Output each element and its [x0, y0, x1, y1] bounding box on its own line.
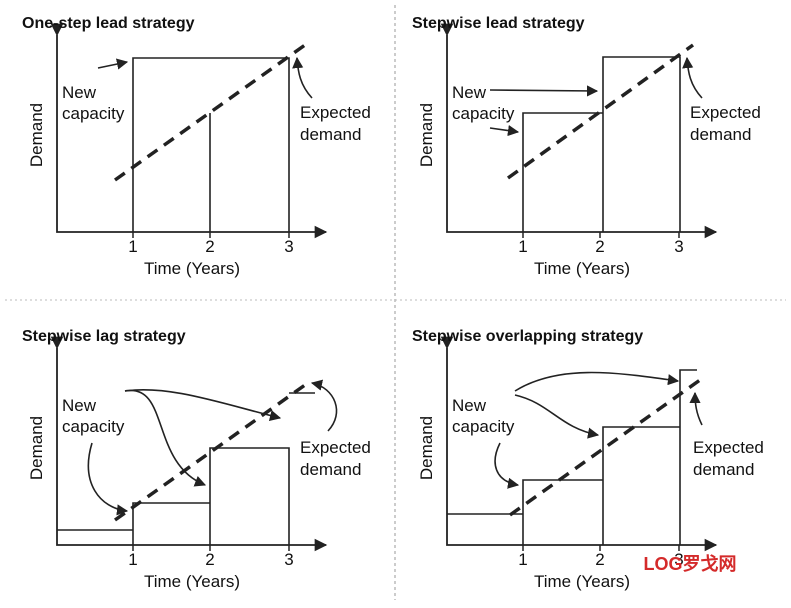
panel-title: Stepwise lead strategy	[412, 15, 585, 32]
expected-demand-label: Expected	[300, 438, 371, 457]
arrow	[489, 125, 520, 137]
tick-label: 2	[205, 550, 214, 569]
expected-demand-label: demand	[300, 125, 361, 144]
arrow	[124, 389, 282, 421]
tick-label: 3	[674, 550, 683, 569]
y-axis-label: Demand	[27, 416, 46, 480]
axis	[440, 336, 718, 552]
new-capacity-label: capacity	[62, 417, 125, 436]
new-capacity-label: New	[452, 396, 487, 415]
tick-label: 3	[284, 237, 293, 256]
panel: One-step lead strategy Demand Time (Years)…	[22, 15, 371, 278]
arrow	[514, 371, 680, 392]
new-capacity-label: capacity	[62, 104, 125, 123]
arrow	[689, 391, 703, 426]
tick-label: 2	[595, 237, 604, 256]
tick-label: 1	[128, 550, 137, 569]
x-axis-label: Time (Years)	[144, 572, 240, 591]
expected-demand-label: demand	[300, 460, 361, 479]
arrow	[310, 379, 338, 432]
x-axis-label: Time (Years)	[144, 259, 240, 278]
arrow	[87, 442, 129, 516]
new-capacity-label: capacity	[452, 104, 515, 123]
expected-demand-label: Expected	[300, 103, 371, 122]
y-axis-label: Demand	[27, 103, 46, 167]
axis	[50, 23, 328, 239]
arrow	[124, 389, 207, 487]
arrow	[489, 85, 599, 97]
watermark: LOG罗戈网	[644, 553, 737, 574]
panel-title: Stepwise lag strategy	[22, 328, 186, 345]
panel: Stepwise overlapping strategy Demand Time …	[412, 328, 764, 591]
tick-label: 1	[518, 237, 527, 256]
panel: Stepwise lag strategy Demand Time (Years) 1…	[22, 328, 371, 591]
tick-label: 1	[518, 550, 527, 569]
x-axis-label: Time (Years)	[534, 259, 630, 278]
tick-label: 2	[205, 237, 214, 256]
expected-demand-label: Expected	[693, 438, 764, 457]
arrow	[494, 442, 520, 489]
expected-demand-label: demand	[693, 460, 754, 479]
y-axis-label: Demand	[417, 103, 436, 167]
expected-demand-label: demand	[690, 125, 751, 144]
arrow	[292, 56, 313, 99]
arrow	[682, 56, 703, 99]
capacity	[522, 56, 681, 232]
new-capacity-label: New	[62, 396, 97, 415]
x-axis-label: Time (Years)	[534, 572, 630, 591]
arrow	[97, 58, 129, 70]
new-capacity-label: capacity	[452, 417, 515, 436]
panel-title: Stepwise overlapping strategy	[412, 328, 643, 345]
demand-line	[508, 378, 702, 517]
panel-title: One-step lead strategy	[22, 15, 195, 32]
tick-label: 1	[128, 237, 137, 256]
new-capacity-label: New	[452, 83, 487, 102]
arrow	[514, 394, 600, 439]
demand-line	[506, 43, 695, 180]
axis	[440, 23, 718, 239]
axis	[50, 336, 328, 552]
tick-label: 3	[674, 237, 683, 256]
tick-label: 2	[595, 550, 604, 569]
panel: Stepwise lead strategy Demand Time (Years)…	[412, 15, 761, 278]
tick-label: 3	[284, 550, 293, 569]
y-axis-label: Demand	[417, 416, 436, 480]
expected-demand-label: Expected	[690, 103, 761, 122]
new-capacity-label: New	[62, 83, 97, 102]
capacity	[132, 57, 290, 232]
